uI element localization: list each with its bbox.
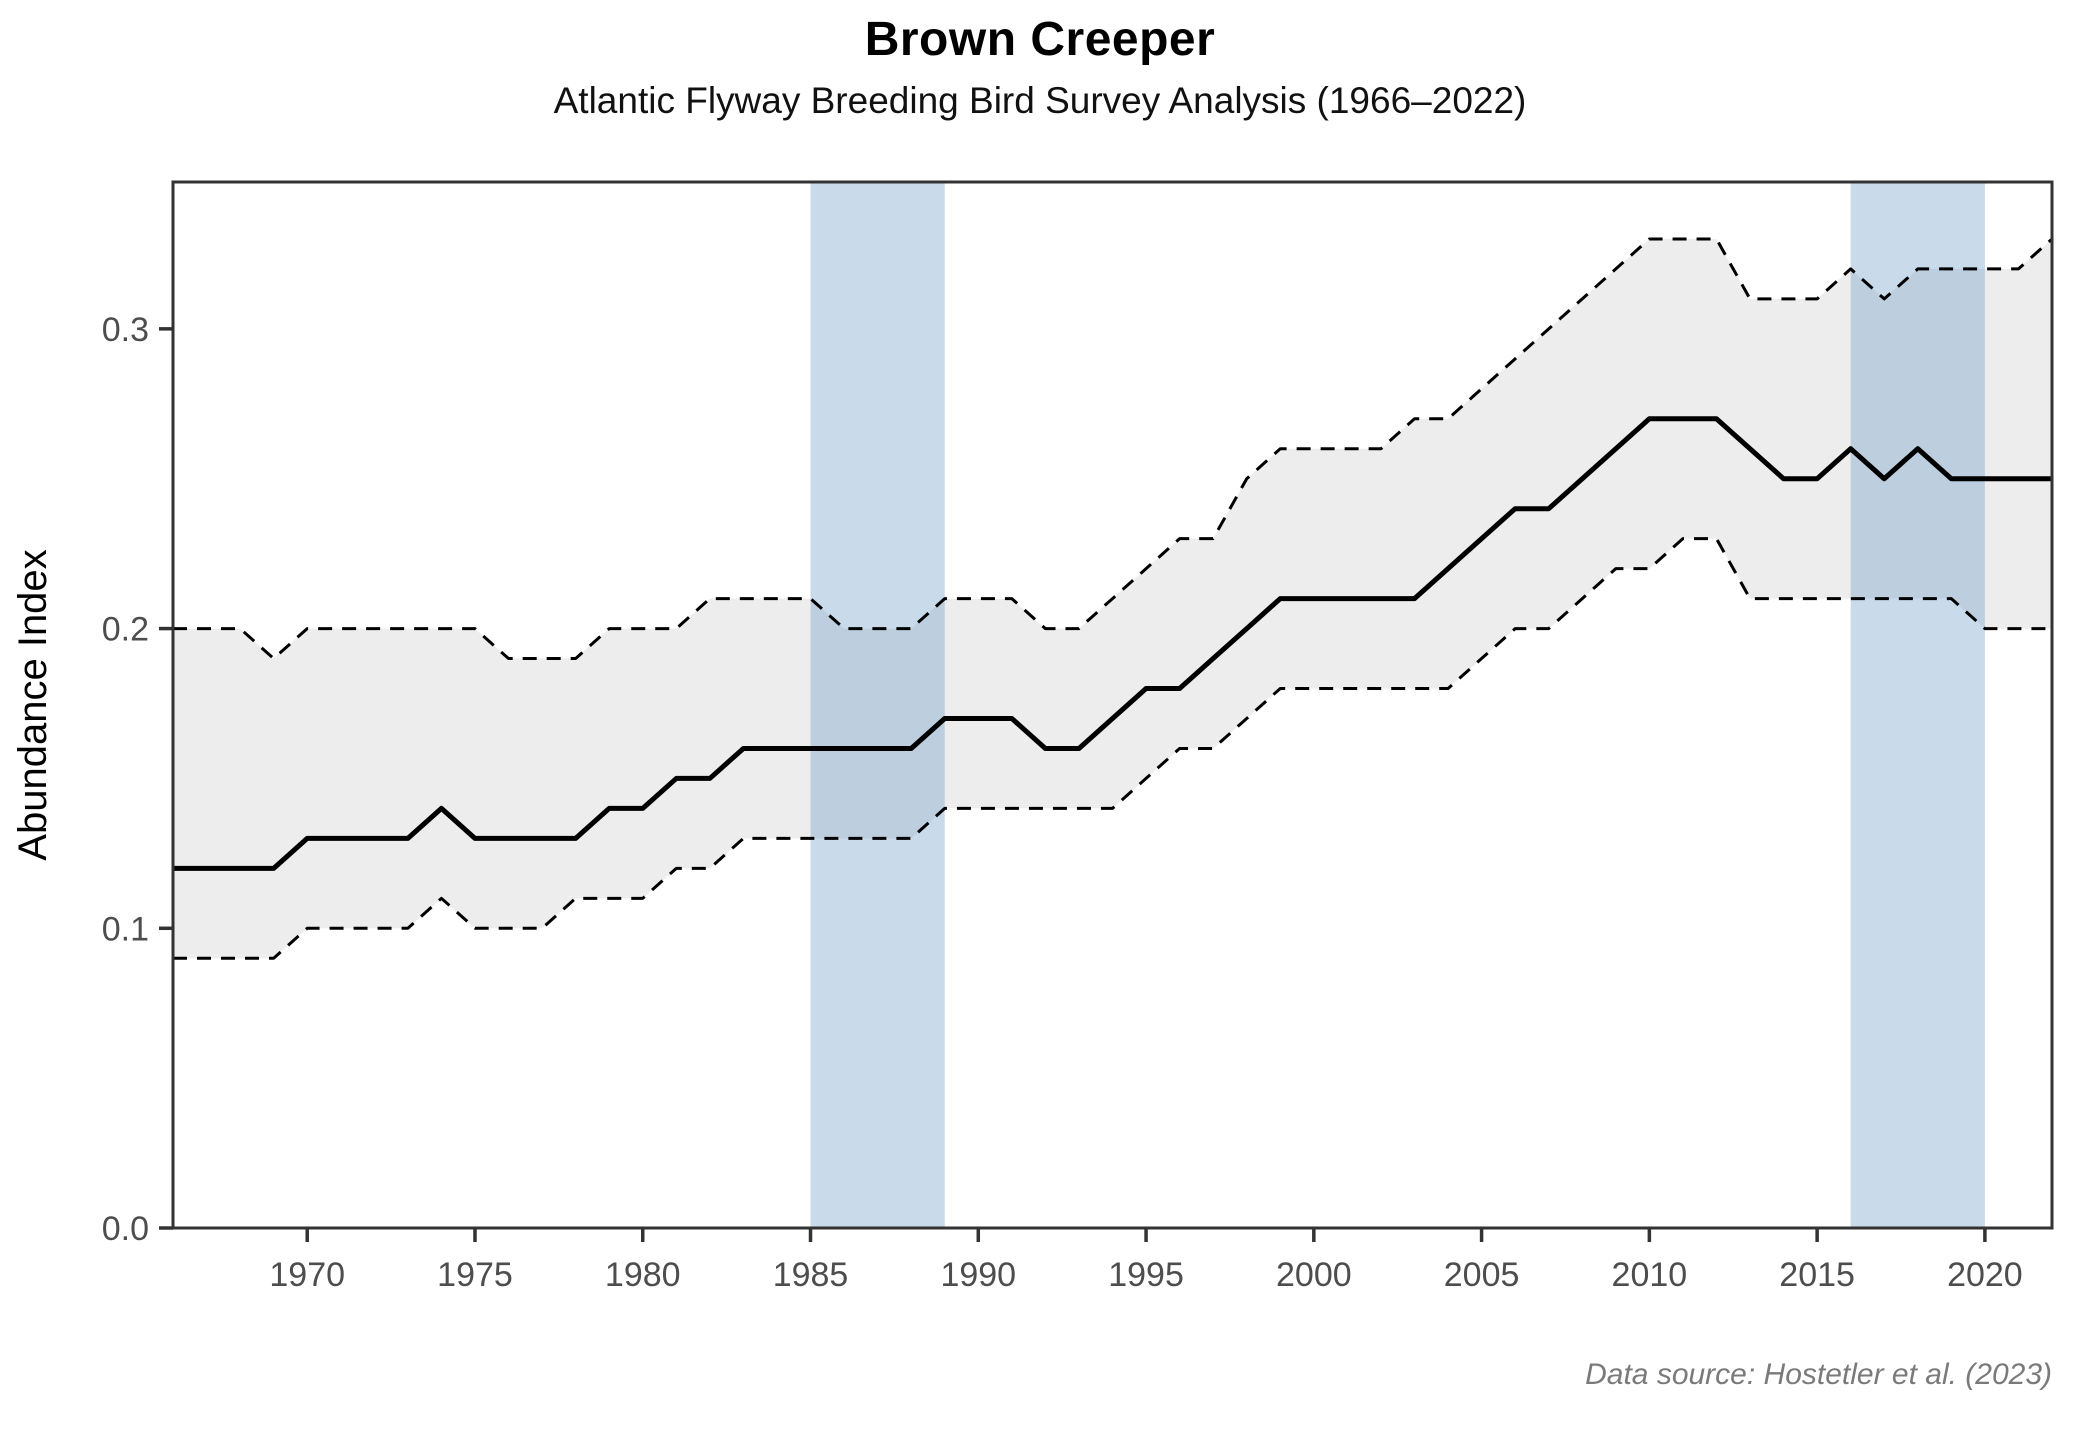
y-axis-tick-label: 0.2: [102, 611, 149, 649]
x-axis-tick-label: 2015: [1779, 1256, 1855, 1294]
highlight-band: [1850, 182, 1985, 1228]
x-axis-tick-label: 1970: [269, 1256, 345, 1294]
x-axis-tick-label: 2010: [1612, 1256, 1688, 1294]
upper-ci-line: [173, 237, 2053, 661]
lower-ci-line: [173, 537, 2052, 960]
x-axis-tick-label: 1980: [605, 1256, 681, 1294]
plot-panel-border: [171, 180, 2054, 1230]
x-axis-tick-label: 1975: [437, 1256, 513, 1294]
chart-caption: Data source: Hostetler et al. (2023): [1585, 1358, 2052, 1391]
x-axis-tick-label: 1995: [1108, 1256, 1184, 1294]
y-axis-tick-label: 0.1: [102, 910, 149, 948]
x-axis-tick-label: 2000: [1276, 1256, 1352, 1294]
chart-title: Brown Creeper: [864, 13, 1216, 66]
abundance-index-line: [173, 416, 2052, 871]
y-axis-title: Abundance Index: [11, 549, 55, 860]
y-axis-tick-label: 0.3: [102, 311, 149, 349]
x-axis-tick-label: 2020: [1947, 1256, 2023, 1294]
x-axis-tick-label: 1990: [940, 1256, 1016, 1294]
confidence-ribbon: [173, 238, 2052, 959]
y-axis-tick-label: 0.0: [102, 1210, 149, 1248]
x-axis-tick-label: 2005: [1444, 1256, 1520, 1294]
x-axis-tick-label: 1985: [773, 1256, 849, 1294]
highlight-band: [810, 182, 945, 1228]
chart-subtitle: Atlantic Flyway Breeding Bird Survey Ana…: [553, 80, 1527, 121]
